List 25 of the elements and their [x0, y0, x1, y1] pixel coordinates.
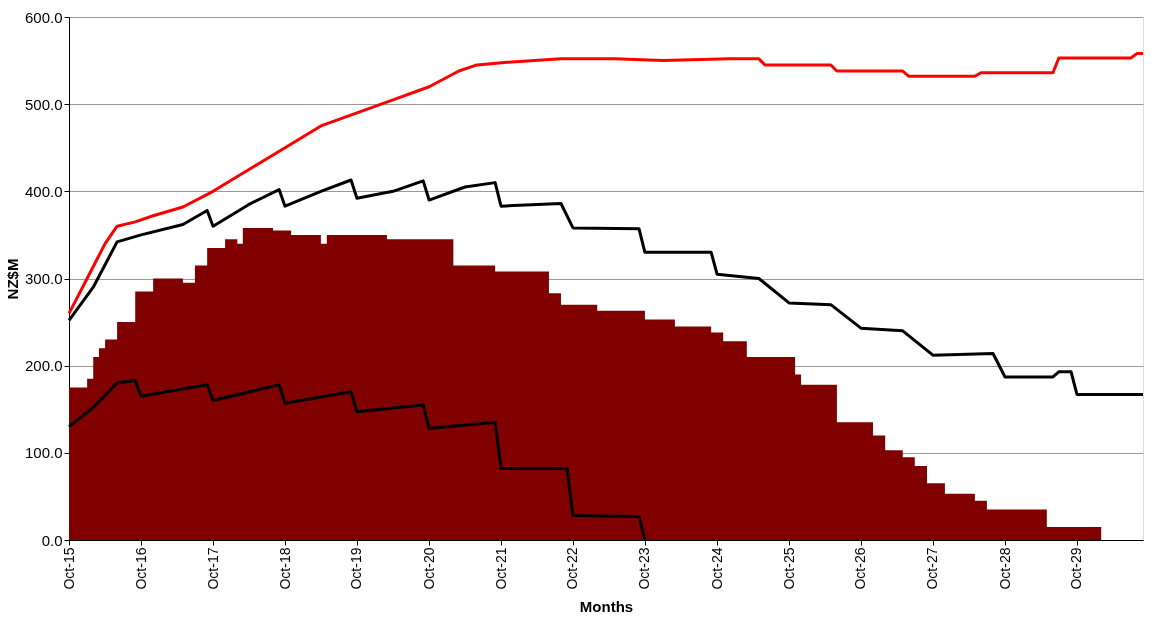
y-tick-label: 600.0 [24, 8, 63, 26]
x-tick-label: Oct-26 [852, 547, 869, 590]
y-axis-title: NZ$M [3, 258, 21, 300]
x-tick-label: Oct-15 [60, 547, 77, 590]
y-tick-label: 200.0 [24, 357, 63, 375]
x-tick-label: Oct-27 [924, 547, 941, 590]
x-tick-label: Oct-21 [492, 547, 509, 590]
x-tick-label: Oct-24 [708, 547, 725, 590]
x-axis-title: Months [579, 597, 634, 615]
x-tick-label: Oct-19 [348, 547, 365, 590]
y-tick-label: 500.0 [24, 95, 63, 113]
x-tick-label: Oct-28 [996, 547, 1013, 590]
x-tick-label: Oct-22 [564, 547, 581, 590]
line-series [67, 52, 1145, 315]
x-tick-label: Oct-20 [420, 547, 437, 590]
y-tick-label: 400.0 [24, 182, 63, 200]
x-tick-label: Oct-17 [204, 547, 221, 590]
x-tick-label: Oct-25 [780, 547, 797, 590]
x-tick-label: Oct-16 [132, 547, 149, 590]
x-tick-label: Oct-29 [1068, 547, 1085, 590]
y-tick-label: 0.0 [41, 531, 63, 549]
x-tick-label: Oct-23 [636, 547, 653, 590]
x-tick-label: Oct-18 [276, 547, 293, 590]
y-tick-label: 300.0 [24, 270, 63, 287]
y-tick-label: 100.0 [24, 444, 63, 462]
